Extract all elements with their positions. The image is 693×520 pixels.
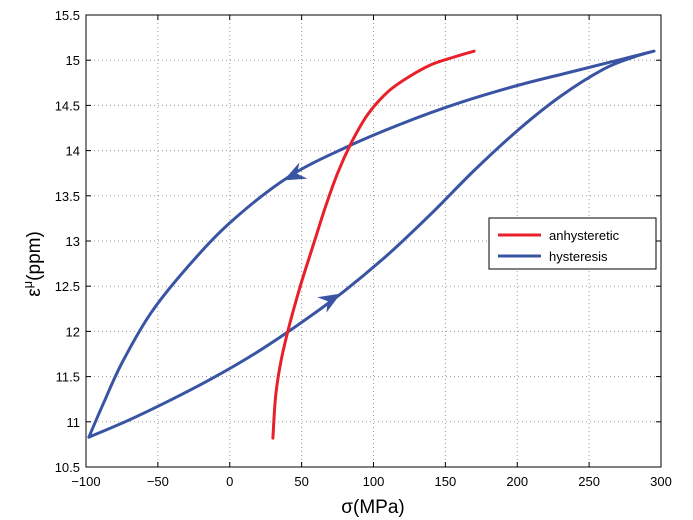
y-tick-label: 14 (66, 144, 80, 159)
y-axis-label: εμ(ppm) (20, 231, 45, 297)
y-axis-ticks: 10.5 11 11.5 12 12.5 13 13.5 14 14.5 15 15.5 (55, 8, 661, 475)
x-tick-label: 250 (578, 474, 600, 489)
x-tick-label: 200 (506, 474, 528, 489)
x-tick-label: 0 (226, 474, 233, 489)
grid-lines (86, 15, 661, 467)
y-tick-label: 12 (66, 324, 80, 339)
y-axis-label-base: ε (24, 288, 45, 297)
legend: anhysteretic hysteresis (488, 217, 657, 270)
x-axis-label: σ(MPa) (341, 497, 404, 518)
legend-box (488, 217, 657, 270)
x-tick-label: −100 (71, 474, 100, 489)
x-tick-label: 50 (294, 474, 308, 489)
x-tick-label: −50 (147, 474, 169, 489)
x-tick-label: 300 (650, 474, 672, 489)
y-tick-label: 12.5 (55, 279, 80, 294)
y-tick-label: 13 (66, 234, 80, 249)
y-tick-label: 13.5 (55, 189, 80, 204)
y-tick-label: 11.5 (56, 370, 80, 385)
series-lines (87, 49, 656, 440)
direction-arrow-icon (283, 162, 308, 181)
y-tick-label: 15.5 (55, 8, 80, 23)
direction-arrow-icon (317, 293, 341, 313)
x-tick-label: 150 (435, 474, 457, 489)
series-line-hysteresis (87, 49, 656, 439)
series-line-anhysteretic (271, 49, 476, 440)
x-tick-label: 100 (363, 474, 385, 489)
x-axis-ticks: −100 −50 0 50 100 150 200 250 300 (71, 15, 672, 489)
y-axis-label-sup: μ (20, 281, 35, 289)
legend-label-hysteresis: hysteresis (549, 249, 608, 264)
legend-label-anhysteretic: anhysteretic (549, 228, 620, 243)
y-tick-label: 11 (67, 415, 81, 430)
y-axis-label-tail: (ppm) (24, 231, 45, 281)
y-tick-label: 10.5 (55, 460, 80, 475)
y-tick-label: 14.5 (55, 98, 80, 113)
y-tick-label: 15 (66, 53, 80, 68)
direction-arrows (283, 162, 341, 313)
